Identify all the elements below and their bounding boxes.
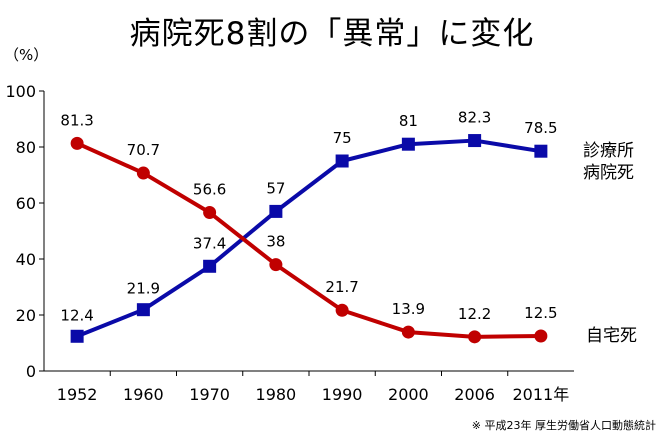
series-label-home: 自宅死 bbox=[586, 325, 637, 347]
data-point-circle bbox=[136, 166, 150, 180]
data-label: 81.3 bbox=[60, 111, 93, 129]
y-tick-label: 0 bbox=[26, 362, 36, 381]
data-label: 70.7 bbox=[127, 141, 160, 159]
x-tick-label: 1970 bbox=[189, 385, 230, 404]
data-label: 81 bbox=[399, 112, 418, 130]
data-label: 13.9 bbox=[392, 300, 425, 318]
data-point-square bbox=[70, 329, 84, 343]
data-label: 12.5 bbox=[524, 304, 557, 322]
data-point-square bbox=[534, 144, 548, 158]
x-tick-label: 1990 bbox=[322, 385, 363, 404]
chart-title: 病院死8割の「異常」に変化 bbox=[129, 16, 535, 52]
y-tick-label: 60 bbox=[16, 194, 36, 213]
source-note: ※ 平成23年 厚生労働省人口動態統計 bbox=[471, 419, 656, 432]
data-label: 82.3 bbox=[458, 109, 491, 127]
data-point-circle bbox=[269, 258, 283, 272]
y-tick-label: 20 bbox=[16, 306, 36, 325]
data-label: 38 bbox=[266, 233, 285, 251]
data-point-circle bbox=[70, 136, 84, 150]
x-tick-label: 2011年 bbox=[513, 385, 570, 404]
data-label: 78.5 bbox=[524, 119, 557, 137]
x-tick-label: 1980 bbox=[256, 385, 297, 404]
data-point-circle bbox=[335, 303, 349, 317]
data-point-square bbox=[335, 154, 349, 168]
data-label: 12.2 bbox=[458, 305, 491, 323]
series-label-hospital-line1: 診療所 bbox=[583, 141, 634, 161]
x-tick-label: 2006 bbox=[454, 385, 495, 404]
data-label: 37.4 bbox=[193, 234, 226, 252]
data-label: 75 bbox=[333, 129, 352, 147]
series-label-hospital: 診療所 病院死 bbox=[583, 140, 634, 184]
data-point-circle bbox=[468, 330, 482, 344]
data-point-circle bbox=[401, 325, 415, 339]
data-label: 21.7 bbox=[325, 278, 358, 296]
x-tick-label: 2000 bbox=[388, 385, 429, 404]
data-point-circle bbox=[203, 206, 217, 220]
data-point-square bbox=[203, 259, 217, 273]
x-tick-label: 1952 bbox=[57, 385, 98, 404]
data-label: 12.4 bbox=[60, 306, 93, 324]
data-point-square bbox=[401, 137, 415, 151]
y-tick-label: 100 bbox=[5, 82, 36, 101]
series-label-home-line1: 自宅死 bbox=[586, 326, 637, 346]
data-label: 56.6 bbox=[193, 181, 226, 199]
x-tick-label: 1960 bbox=[123, 385, 164, 404]
data-point-square bbox=[136, 303, 150, 317]
data-point-square bbox=[468, 134, 482, 148]
data-label: 21.9 bbox=[127, 280, 160, 298]
y-tick-label: 80 bbox=[16, 138, 36, 157]
data-point-circle bbox=[534, 329, 548, 343]
series-line-0 bbox=[76, 138, 542, 339]
series-line-1 bbox=[76, 141, 541, 339]
data-label: 57 bbox=[266, 179, 285, 197]
y-axis-unit-label: （%） bbox=[4, 46, 49, 64]
series-label-hospital-line2: 病院死 bbox=[583, 163, 634, 183]
data-point-square bbox=[269, 204, 283, 218]
y-tick-label: 40 bbox=[16, 250, 36, 269]
